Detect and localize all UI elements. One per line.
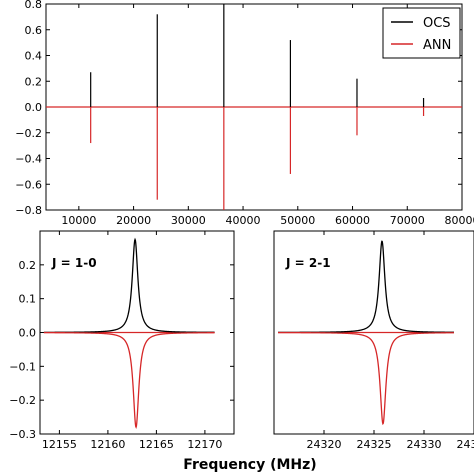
- y-tick-label: 0.6: [25, 24, 43, 37]
- y-tick-label: 0.1: [19, 293, 37, 306]
- x-tick-label: 12165: [139, 438, 174, 451]
- y-tick-label: 0.0: [19, 327, 37, 340]
- x-tick-label: 30000: [171, 214, 206, 227]
- x-tick-label: 12170: [187, 438, 222, 451]
- x-tick-label: 20000: [116, 214, 151, 227]
- y-tick-label: 0.0: [25, 101, 43, 114]
- x-tick-label: 60000: [335, 214, 370, 227]
- transition-label: J = 2-1: [285, 256, 331, 270]
- y-tick-label: −0.6: [15, 178, 42, 191]
- x-tick-label: 50000: [280, 214, 315, 227]
- bottom-left-panel: 12155 12160 12165 12170 −0.3 −0.2 −0.1 0.0 0.1 0.…: [9, 230, 235, 451]
- bottom-right-panel: 24320 24325 24330 24335 J = 2-1: [273, 230, 474, 451]
- x-tick-label: 80000: [445, 214, 474, 227]
- ocs-profile: [278, 240, 454, 334]
- x-tick-label: 24320: [307, 438, 342, 451]
- y-tick-label: −0.1: [9, 360, 36, 373]
- legend-label: OCS: [423, 16, 451, 31]
- top-panel: 10000 20000 30000 40000 50000 60000 70000 80000…: [15, 0, 474, 227]
- y-tick-label: 0.2: [19, 259, 37, 272]
- transition-label: J = 1-0: [51, 256, 97, 270]
- x-tick-label: 12160: [90, 438, 125, 451]
- y-tick-label: −0.2: [15, 127, 42, 140]
- y-tick-label: −0.3: [9, 428, 36, 441]
- x-tick-label: 12155: [42, 438, 77, 451]
- y-tick-label: 0.8: [25, 0, 43, 11]
- x-tick-label: 10000: [61, 214, 96, 227]
- x-tick-label: 24330: [407, 438, 442, 451]
- y-tick-label: −0.8: [15, 204, 42, 217]
- legend-label: ANN: [423, 38, 451, 53]
- x-tick-label: 40000: [226, 214, 261, 227]
- ann-profile: [43, 331, 215, 430]
- x-tick-label: 70000: [390, 214, 425, 227]
- legend: OCS ANN: [382, 7, 461, 59]
- ocs-profile: [43, 237, 215, 334]
- legend-box: [382, 7, 461, 59]
- y-tick-label: 0.2: [25, 75, 43, 88]
- x-axis-label: Frequency (MHz): [183, 457, 316, 473]
- y-tick-label: −0.2: [9, 394, 36, 407]
- ann-profile: [278, 331, 454, 426]
- y-tick-label: −0.4: [15, 153, 42, 166]
- x-tick-label: 24335: [457, 438, 474, 451]
- y-tick-label: 0.4: [25, 50, 43, 63]
- x-tick-label: 24325: [357, 438, 392, 451]
